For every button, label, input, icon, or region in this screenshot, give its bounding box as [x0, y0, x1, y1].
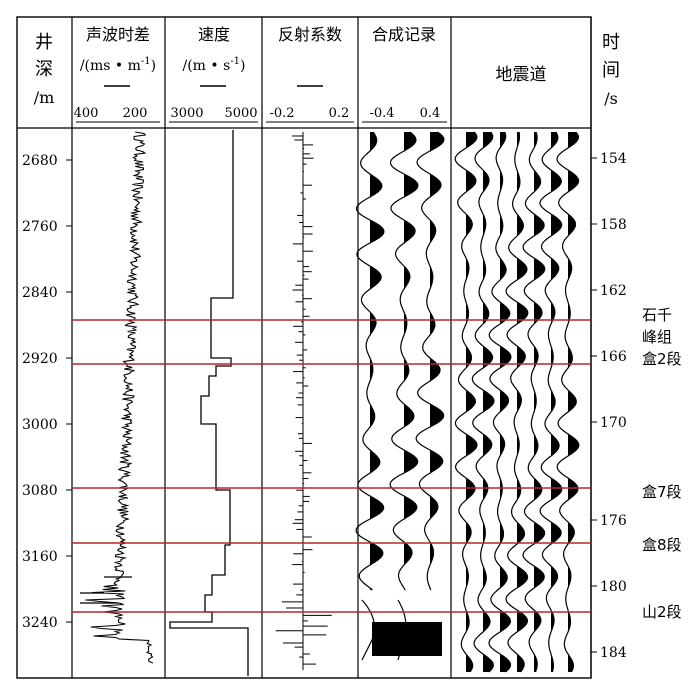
velocity-unit: /(m • s-1) — [182, 56, 245, 74]
seismic-traces — [454, 131, 580, 673]
seismic-trace-fill — [500, 132, 511, 672]
time-header-1: 时 — [602, 32, 620, 53]
synthetic-strong-reflection — [372, 622, 442, 656]
depth-header-unit: /m — [34, 88, 55, 107]
seismic-trace — [471, 131, 495, 673]
seismic-trace-fill — [568, 132, 579, 672]
sonic-tick-200: 200 — [123, 106, 148, 121]
velocity-log-curve — [169, 130, 249, 676]
horizon-label: 山2段 — [642, 603, 682, 621]
time-tick-label: 154 — [600, 151, 627, 167]
time-tick-label: 184 — [600, 645, 627, 661]
time-tick-label: 176 — [600, 513, 627, 529]
sonic-unit: /(ms • m-1) — [80, 56, 156, 74]
sonic-tick-400: 400 — [74, 106, 99, 121]
depth-tick-label: 2920 — [22, 351, 58, 367]
synthetic-trace — [355, 131, 385, 591]
depth-axis: 2680 2760 2840 2920 3000 3080 3160 3240 — [22, 153, 72, 631]
time-tick-label: 166 — [600, 349, 627, 365]
synthetic-trace-fill — [370, 132, 384, 590]
seismic-trace — [556, 131, 580, 673]
seismic-trace-fill — [483, 132, 494, 672]
velocity-tick-5000: 5000 — [224, 106, 257, 121]
reflection-tick-neg: -0.2 — [269, 106, 294, 121]
sonic-title: 声波时差 — [86, 25, 150, 44]
seismic-trace — [539, 131, 563, 673]
horizon-label: 盒8段 — [642, 536, 682, 554]
horizon-label-line: 石千 — [642, 306, 672, 324]
synthetic-trace — [415, 131, 445, 591]
time-header-unit: /s — [604, 89, 618, 108]
depth-tick-label: 3240 — [22, 615, 58, 631]
depth-tick-label: 3160 — [22, 549, 58, 565]
depth-tick-label: 3000 — [22, 417, 58, 433]
depth-header-2: 深 — [35, 59, 53, 80]
velocity-tick-3000: 3000 — [170, 106, 203, 121]
horizon-labels: 石千 峰组 盒2段 盒7段 盒8段 山2段 — [642, 306, 682, 621]
horizon-lines — [72, 319, 591, 613]
reflection-coefficient-spikes — [275, 132, 332, 670]
synthetic-trace-fill — [404, 132, 418, 590]
horizon-label: 盒2段 — [642, 350, 682, 368]
velocity-step-line — [169, 130, 249, 676]
seismic-trace — [488, 131, 512, 673]
time-tick-label: 170 — [600, 415, 627, 431]
time-axis: 154 158 162 166 170 176 180 184 — [591, 151, 627, 661]
horizon-label: 盒7段 — [642, 483, 682, 501]
time-tick-label: 180 — [600, 579, 627, 595]
reflection-title: 反射系数 — [278, 25, 342, 44]
depth-tick-label: 3080 — [22, 483, 58, 499]
depth-header-1: 井 — [35, 32, 53, 53]
seismic-trace-fill — [551, 132, 562, 672]
synthetic-title: 合成记录 — [372, 25, 436, 44]
synthetic-tick-neg: -0.4 — [369, 106, 394, 121]
depth-tick-label: 2760 — [22, 219, 58, 235]
time-header-2: 间 — [602, 60, 620, 81]
seismic-trace — [505, 131, 529, 673]
sonic-log-curve — [80, 131, 154, 664]
synthetic-trace-tail — [361, 599, 407, 661]
time-tick-label: 158 — [600, 217, 627, 233]
synthetic-seismogram — [355, 131, 445, 661]
seismic-title: 地震道 — [496, 65, 547, 85]
depth-tick-label: 2680 — [22, 153, 58, 169]
column-dividers — [71, 17, 592, 678]
depth-tick-label: 2840 — [22, 285, 58, 301]
seismic-trace-fill — [517, 132, 528, 672]
seismic-trace — [454, 131, 478, 673]
seismic-trace-fill — [534, 132, 545, 672]
seismic-trace — [522, 131, 546, 673]
horizon-label-line: 峰组 — [642, 328, 672, 346]
reflection-tick-pos: 0.2 — [329, 106, 350, 121]
synthetic-tick-pos: 0.4 — [420, 106, 441, 121]
synthetic-trace-fill — [430, 132, 444, 590]
synthetic-trace — [389, 131, 419, 591]
velocity-title: 速度 — [198, 25, 230, 44]
time-tick-label: 162 — [600, 283, 627, 299]
sonic-curve-line — [85, 131, 154, 664]
